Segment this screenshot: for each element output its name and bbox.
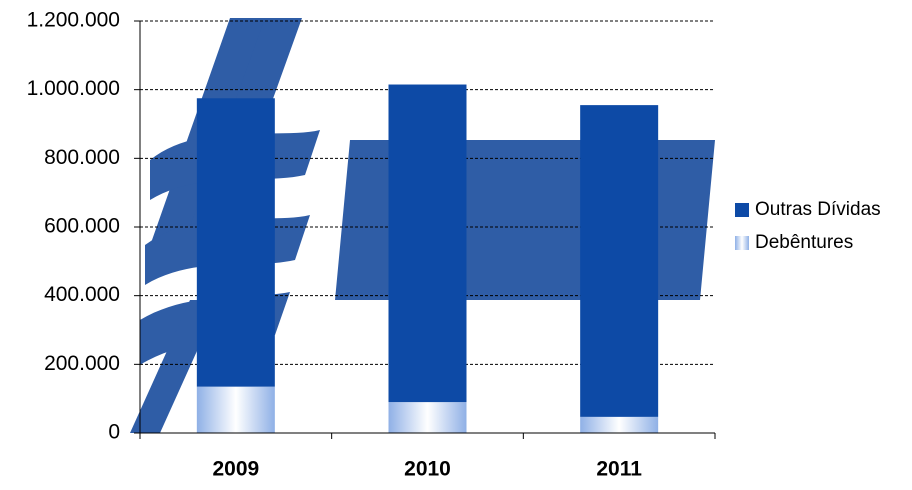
- y-tick-label: 1.200.000: [27, 9, 120, 32]
- bar-segment: [388, 402, 467, 433]
- bar-segment: [196, 386, 275, 433]
- y-tick-label: 600.000: [44, 215, 120, 238]
- bar-segment: [196, 98, 275, 387]
- y-tick-label: 800.000: [44, 146, 120, 169]
- y-tick-label: 200.000: [44, 352, 120, 375]
- bar-segment: [580, 416, 659, 433]
- legend-marker: [735, 236, 749, 250]
- x-tick-label: 2011: [596, 458, 642, 481]
- legend-label: Debêntures: [755, 232, 853, 253]
- y-tick-label: 1.000.000: [27, 77, 120, 100]
- y-tick-label: 400.000: [44, 283, 120, 306]
- x-tick-label: 2010: [404, 458, 451, 481]
- y-tick-label: 0: [108, 421, 120, 444]
- bar-segment: [388, 84, 467, 403]
- x-tick-label: 2009: [212, 458, 259, 481]
- legend-label: Outras Dívidas: [755, 199, 881, 220]
- bar-segment: [580, 105, 659, 417]
- legend-marker: [735, 203, 749, 217]
